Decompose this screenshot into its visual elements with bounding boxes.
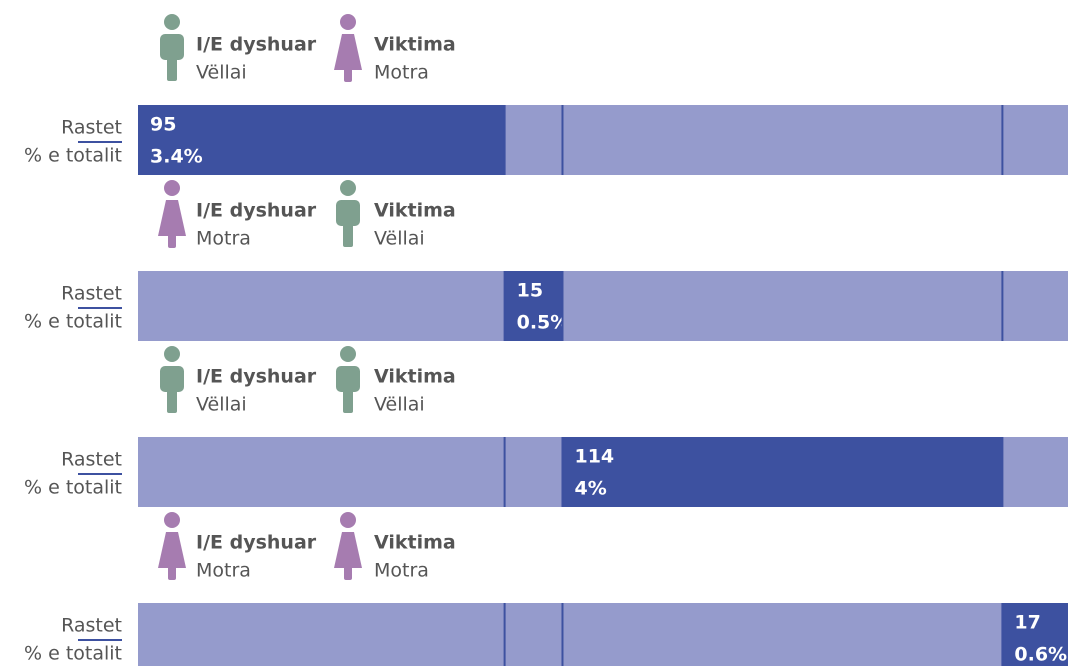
series-label: % e totalit <box>24 145 122 167</box>
person-head <box>164 512 180 528</box>
person-legs <box>343 387 353 413</box>
value-label: 0.6% <box>1014 644 1067 666</box>
series-label: % e totalit <box>24 643 122 665</box>
person-head <box>340 512 356 528</box>
role-label: Viktima <box>374 366 456 388</box>
person-head <box>164 180 180 196</box>
series-label: Rastet <box>61 283 122 305</box>
person-body <box>160 34 184 60</box>
value-label: 114 <box>574 446 614 468</box>
series-label: Rastet <box>61 449 122 471</box>
role-label: I/E dyshuar <box>196 200 317 222</box>
person-body <box>334 532 362 568</box>
role-label: I/E dyshuar <box>196 366 317 388</box>
bar-highlight <box>1002 603 1068 666</box>
person-head <box>164 14 180 30</box>
person-legs <box>168 232 176 248</box>
person-head <box>340 346 356 362</box>
person-legs <box>343 221 353 247</box>
role-label: Viktima <box>374 532 456 554</box>
bar-segment <box>562 271 1003 341</box>
bar-segment <box>562 105 1003 175</box>
role-label: I/E dyshuar <box>196 34 317 56</box>
person-legs <box>168 564 176 580</box>
person-label: Vëllai <box>196 62 247 84</box>
person-label: Vëllai <box>374 228 425 250</box>
person-body <box>158 200 186 236</box>
value-label: 95 <box>150 114 176 136</box>
value-label: 4% <box>574 478 606 500</box>
person-label: Motra <box>374 560 429 582</box>
role-label: I/E dyshuar <box>196 532 317 554</box>
bar-segment <box>504 603 563 666</box>
role-label: Viktima <box>374 200 456 222</box>
person-label: Motra <box>374 62 429 84</box>
value-label: 3.4% <box>150 146 203 168</box>
series-label: % e totalit <box>24 311 122 333</box>
value-label: 15 <box>517 280 543 302</box>
bar-highlight <box>138 105 505 175</box>
bar-segment <box>504 437 563 507</box>
person-legs <box>167 387 177 413</box>
person-label: Motra <box>196 228 251 250</box>
person-head <box>340 180 356 196</box>
bar-segment <box>138 437 505 507</box>
person-body <box>336 366 360 392</box>
bar-segment <box>1002 105 1068 175</box>
person-legs <box>344 564 352 580</box>
series-label: % e totalit <box>24 477 122 499</box>
value-label: 17 <box>1014 612 1040 634</box>
bar-segment <box>138 271 505 341</box>
series-label: Rastet <box>61 117 122 139</box>
person-body <box>336 200 360 226</box>
person-body <box>334 34 362 70</box>
value-label: 0.5% <box>517 312 570 334</box>
bar-segment <box>138 603 505 666</box>
role-label: Viktima <box>374 34 456 56</box>
person-body <box>160 366 184 392</box>
person-label: Vëllai <box>196 394 247 416</box>
bar-segment <box>1002 271 1068 341</box>
bar-segment <box>562 603 1003 666</box>
person-legs <box>167 55 177 81</box>
bar-segment <box>504 105 563 175</box>
person-label: Motra <box>196 560 251 582</box>
person-legs <box>344 66 352 82</box>
person-head <box>340 14 356 30</box>
bar-highlight <box>562 437 1003 507</box>
person-head <box>164 346 180 362</box>
series-label: Rastet <box>61 615 122 637</box>
person-body <box>158 532 186 568</box>
bar-highlight <box>504 271 563 341</box>
bar-segment <box>1002 437 1068 507</box>
person-label: Vëllai <box>374 394 425 416</box>
